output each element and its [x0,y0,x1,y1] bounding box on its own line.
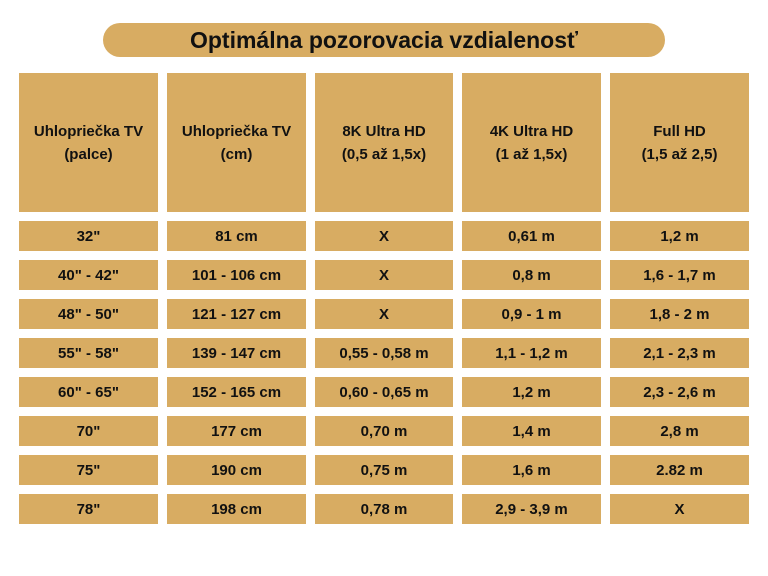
table-cell: 2,3 - 2,6 m [610,377,749,407]
table-cell: 0,78 m [315,494,453,524]
table-cell: 75" [19,455,158,485]
table-cell: 48" - 50" [19,299,158,329]
table-cell: 0,75 m [315,455,453,485]
header-line: (palce) [64,145,113,163]
table-cell: 1,1 - 1,2 m [462,338,601,368]
table-cell: 1,2 m [610,221,749,251]
table-cell: 1,4 m [462,416,601,446]
table-cell: 2,1 - 2,3 m [610,338,749,368]
header-line: Full HD [653,122,706,140]
header-line: Uhlopriečka TV [33,122,144,140]
table-cell: 60" - 65" [19,377,158,407]
table-cell: 0,55 - 0,58 m [315,338,453,368]
table-cell: 70" [19,416,158,446]
table-cell: 0,60 - 0,65 m [315,377,453,407]
table-cell: 32" [19,221,158,251]
table-cell: X [315,299,453,329]
table-cell: 1,6 m [462,455,601,485]
header-line: Uhlopriečka TV [181,122,292,140]
header-line: (0,5 až 1,5x) [341,145,427,163]
header-diagonal-cm: Uhlopriečka TV (cm) [167,73,306,212]
table-cell: 55" - 58" [19,338,158,368]
page-title: Optimálna pozorovacia vzdialenosť [103,23,665,57]
table-cell: 152 - 165 cm [167,377,306,407]
header-line: 4K Ultra HD [489,122,574,140]
header-fullhd: Full HD (1,5 až 2,5) [610,73,749,212]
header-line: 8K Ultra HD [342,122,426,140]
table-cell: 101 - 106 cm [167,260,306,290]
table-cell: 1,6 - 1,7 m [610,260,749,290]
header-line: (1 až 1,5x) [495,145,568,163]
table-cell: 0,70 m [315,416,453,446]
table-cell: 190 cm [167,455,306,485]
header-4k: 4K Ultra HD (1 až 1,5x) [462,73,601,212]
table-cell: 2,8 m [610,416,749,446]
table-cell: 2,9 - 3,9 m [462,494,601,524]
header-line: (1,5 až 2,5) [641,145,718,163]
table-cell: 1,2 m [462,377,601,407]
table-cell: 0,8 m [462,260,601,290]
table-cell: 1,8 - 2 m [610,299,749,329]
table-cell: X [315,221,453,251]
header-line: (cm) [220,145,253,163]
table-cell: 139 - 147 cm [167,338,306,368]
table-cell: 121 - 127 cm [167,299,306,329]
table-cell: 78" [19,494,158,524]
table-cell: 0,61 m [462,221,601,251]
table-cell: 177 cm [167,416,306,446]
table-cell: X [610,494,749,524]
table-cell: 0,9 - 1 m [462,299,601,329]
table-cell: 81 cm [167,221,306,251]
table-cell: 198 cm [167,494,306,524]
header-diagonal-inches: Uhlopriečka TV (palce) [19,73,158,212]
table-cell: 2.82 m [610,455,749,485]
table-cell: 40" - 42" [19,260,158,290]
header-8k: 8K Ultra HD (0,5 až 1,5x) [315,73,453,212]
table-cell: X [315,260,453,290]
